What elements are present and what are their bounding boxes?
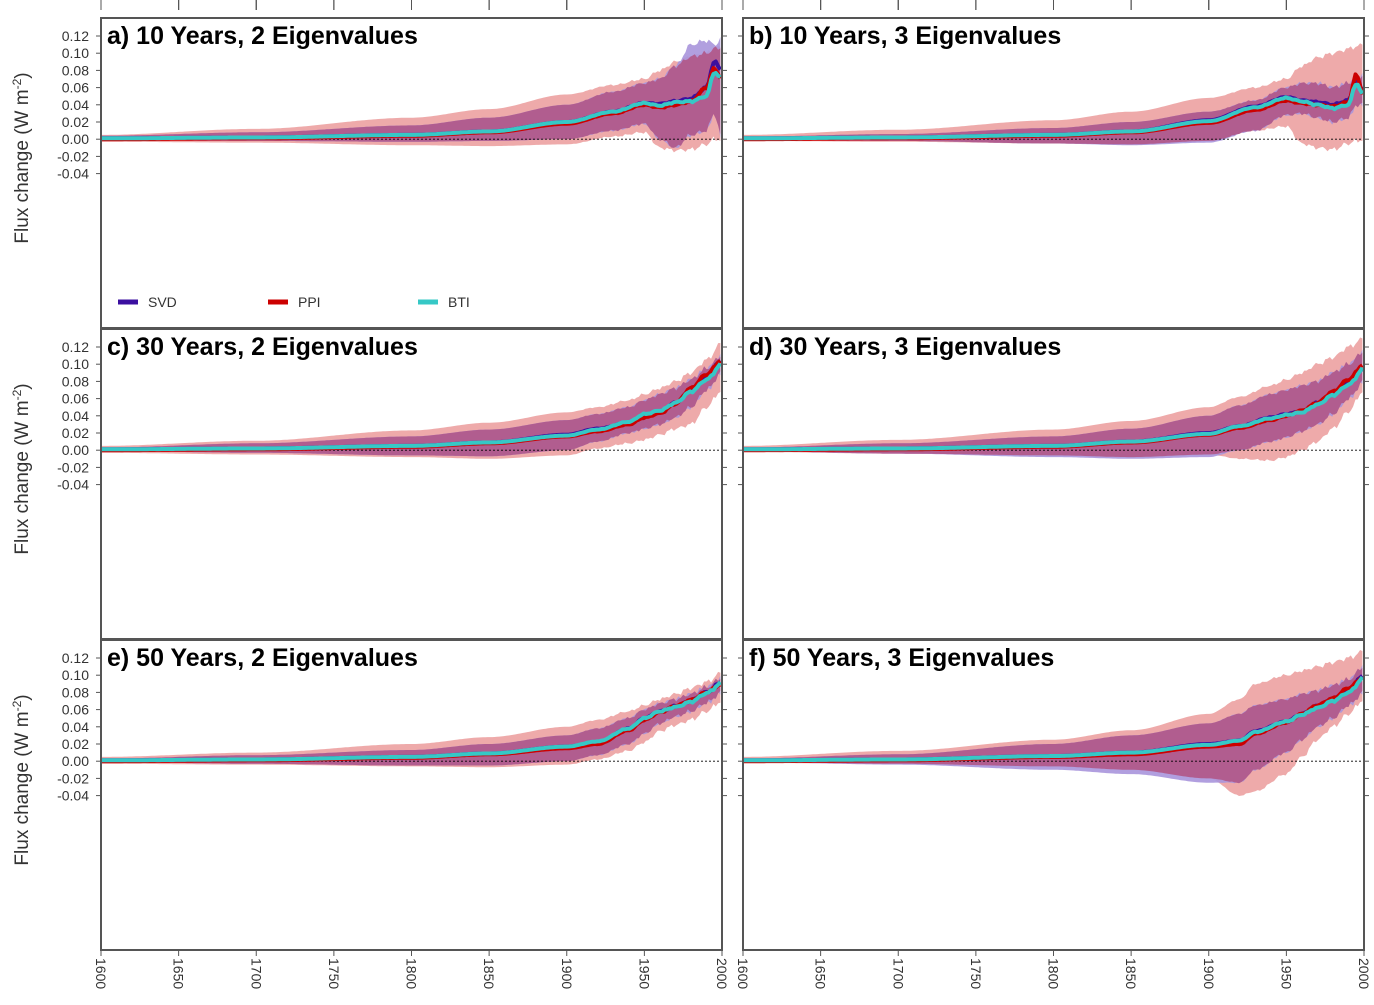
panel-frame	[100, 639, 723, 951]
x-tick-label: 1700	[890, 958, 906, 989]
panel-a: a) 10 Years, 2 Eigenvalues 0.120.100.08 0.…	[10, 17, 727, 329]
legend-label-ppi: PPI	[298, 294, 321, 310]
bti-series-line	[743, 366, 1364, 452]
overlap-uncertainty-band	[743, 75, 1363, 145]
y-tick-label: 0.10	[62, 356, 89, 372]
x-tick-label: 1800	[404, 958, 420, 989]
y-tick-label: -0.02	[57, 459, 89, 475]
y-axis-label: Flux change (W m-2)	[10, 383, 33, 554]
axes-layer	[100, 0, 1365, 10]
plot-area	[743, 43, 1364, 152]
panel-d: d) 30 Years, 3 Eigenvalues	[738, 328, 1369, 640]
y-tick-label: -0.04	[57, 477, 89, 493]
plot-area	[101, 36, 722, 153]
y-tick-label: 0.12	[62, 650, 89, 666]
bti-series-line	[101, 680, 722, 763]
plot-area	[101, 343, 722, 459]
y-axis-label-text: Flux change (W m	[12, 711, 33, 865]
x-tick-label: 1750	[326, 958, 342, 989]
y-axis-label-text: Flux change (W m	[12, 89, 33, 243]
plot-area	[743, 650, 1364, 796]
y-tick-label: 0.08	[62, 62, 89, 78]
y-tick-label: 0.02	[62, 114, 89, 130]
plot-area	[101, 671, 722, 768]
overlap-uncertainty-band	[743, 352, 1363, 458]
y-tick-label: 0.06	[62, 80, 89, 96]
panels-layer: a) 10 Years, 2 Eigenvalues0.120.100.080.…	[10, 17, 1372, 989]
x-tick-label: 1900	[559, 958, 575, 989]
y-tick-label: 0.02	[62, 736, 89, 752]
y-tick-label: 0.04	[62, 97, 89, 113]
legend-label-bti: BTI	[448, 294, 470, 310]
overlap-uncertainty-band	[101, 678, 721, 766]
overlap-uncertainty-band	[743, 667, 1363, 784]
y-tick-label: 0.00	[62, 131, 89, 147]
y-axis-label: Flux change (W m-2)	[10, 694, 33, 865]
x-tick-label: 2000	[1356, 958, 1372, 989]
panel-b: b) 10 Years, 3 Eigenvalues	[738, 17, 1369, 329]
y-tick-label: 0.06	[62, 702, 89, 718]
panel-title: e) 50 Years, 2 Eigenvalues	[107, 644, 418, 672]
y-tick-label: 0.04	[62, 719, 89, 735]
x-tick-label: 1650	[813, 958, 829, 989]
panel-title: a) 10 Years, 2 Eigenvalues	[107, 22, 418, 50]
y-axis-label-sup: -2	[10, 78, 24, 89]
x-tick-label: 1800	[1046, 958, 1062, 989]
y-tick-label: 0.06	[62, 391, 89, 407]
panel-title: f) 50 Years, 3 Eigenvalues	[749, 644, 1054, 672]
y-tick-label: 0.12	[62, 339, 89, 355]
y-axis-label-sup: -2	[10, 389, 24, 400]
x-tick-label: 1950	[636, 958, 652, 989]
panel-title: d) 30 Years, 3 Eigenvalues	[749, 333, 1061, 361]
panel-frame	[742, 17, 1365, 329]
panel-title: c) 30 Years, 2 Eigenvalues	[107, 333, 418, 361]
y-tick-label: -0.02	[57, 770, 89, 786]
x-tick-label: 1900	[1201, 958, 1217, 989]
y-tick-label: 0.00	[62, 753, 89, 769]
y-tick-label: 0.12	[62, 28, 89, 44]
panel-e: e) 50 Years, 2 Eigenvalues 0.120.100.08 0.…	[10, 639, 730, 989]
y-tick-label: -0.02	[57, 148, 89, 164]
y-axis-label-end: )	[12, 694, 33, 700]
y-tick-label: 0.10	[62, 667, 89, 683]
x-tick-label: 1700	[248, 958, 264, 989]
x-tick-label: 1600	[735, 958, 751, 989]
y-tick-label: 0.00	[62, 442, 89, 458]
bti-series-line	[101, 362, 722, 452]
y-axis-label-end: )	[12, 72, 33, 78]
y-axis-label-sup: -2	[10, 700, 24, 711]
panel-frame	[100, 328, 723, 640]
y-axis-label-end: )	[12, 383, 33, 389]
bti-series-line	[743, 82, 1364, 141]
y-axis-label-text: Flux change (W m	[12, 400, 33, 554]
x-tick-label: 1750	[968, 958, 984, 989]
overlap-uncertainty-band	[101, 356, 721, 457]
y-tick-label: 0.10	[62, 45, 89, 61]
x-tick-label: 1600	[93, 958, 109, 989]
panel-c: c) 30 Years, 2 Eigenvalues 0.120.100.08 0.…	[10, 328, 727, 640]
x-tick-label: 1950	[1278, 958, 1294, 989]
panel-f: f) 50 Years, 3 Eigenvalues 1600 1650 1700 17…	[735, 639, 1372, 989]
bti-series-line	[101, 70, 722, 141]
legend: SVD PPI BTI	[118, 294, 470, 310]
y-tick-label: 0.08	[62, 684, 89, 700]
y-tick-label: -0.04	[57, 788, 89, 804]
y-tick-label: 0.04	[62, 408, 89, 424]
y-tick-label: 0.08	[62, 373, 89, 389]
panel-title: b) 10 Years, 3 Eigenvalues	[749, 22, 1061, 50]
panel-frame	[742, 328, 1365, 640]
plot-area	[743, 337, 1364, 462]
y-axis-label: Flux change (W m-2)	[10, 72, 33, 243]
panel-frame	[100, 17, 723, 329]
x-tick-label: 2000	[714, 958, 730, 989]
bti-series-line	[743, 675, 1364, 763]
x-tick-label: 1850	[481, 958, 497, 989]
y-tick-label: -0.04	[57, 166, 89, 182]
x-tick-label: 1650	[171, 958, 187, 989]
x-tick-label: 1850	[1123, 958, 1139, 989]
y-tick-label: 0.02	[62, 425, 89, 441]
legend-label-svd: SVD	[148, 294, 177, 310]
